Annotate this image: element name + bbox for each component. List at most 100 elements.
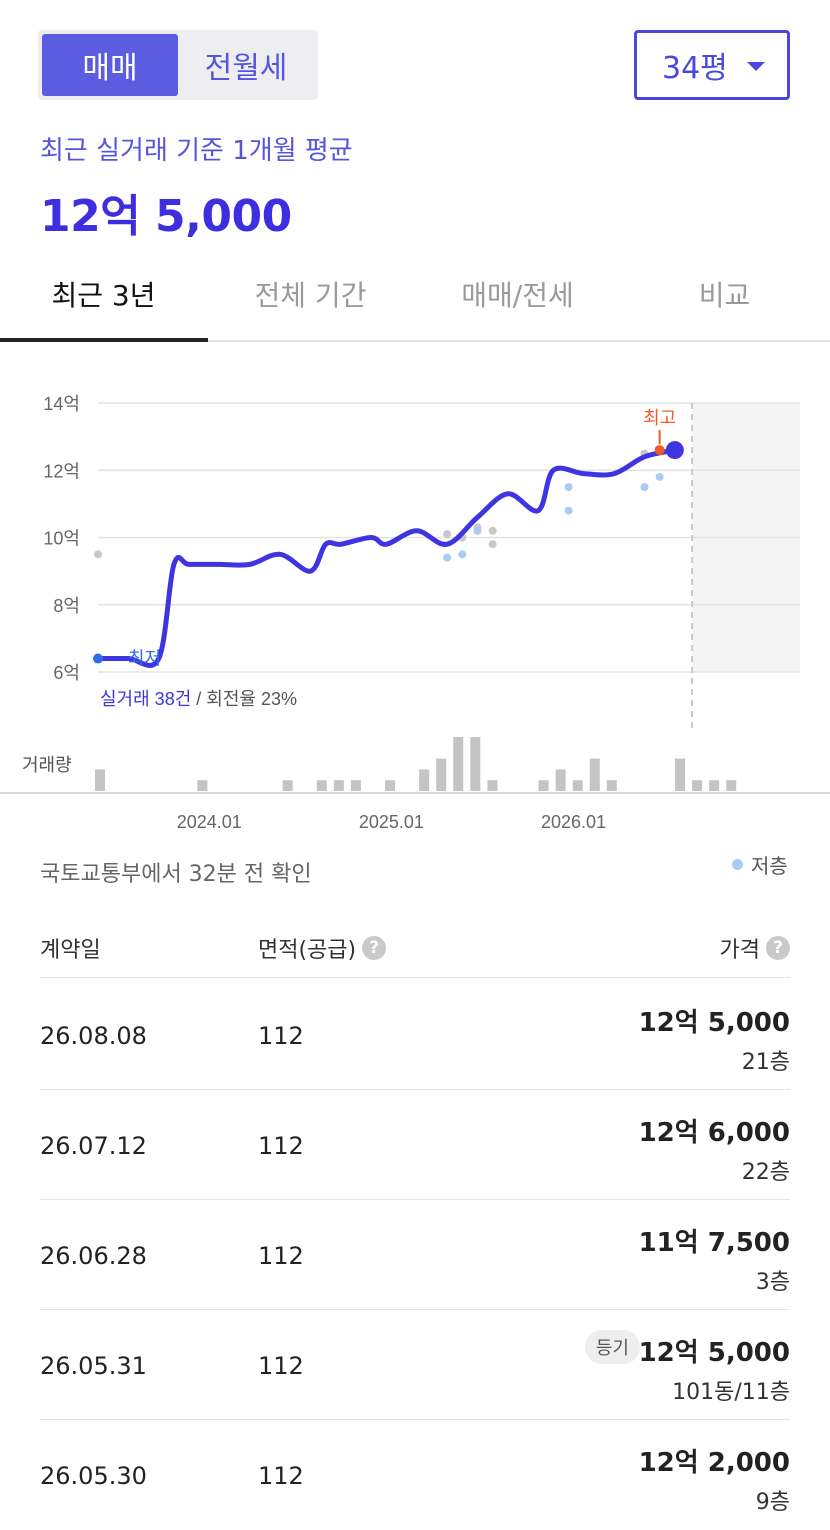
scatter-point-low-floor: [443, 553, 452, 562]
chart-divider: [0, 792, 830, 794]
average-price-label: 최근 실거래 기준 1개월 평균: [40, 136, 353, 166]
area-size-value: 34평: [662, 51, 728, 86]
max-label: 최고: [643, 408, 676, 428]
scatter-point-low-floor: [640, 483, 649, 492]
volume-bar: [436, 758, 447, 791]
deal-type-toggle: 매매 전월세: [38, 30, 318, 100]
table-row[interactable]: 26.05.30 112 12억 2,000 9층: [40, 1420, 790, 1530]
legend-low-floor-label: 저층: [751, 854, 788, 878]
area-value: 112: [258, 1022, 304, 1050]
price-trend-line: [95, 447, 678, 668]
volume-label: 거래량: [22, 755, 72, 775]
volume-bar: [316, 780, 327, 791]
volume-bar: [572, 780, 583, 791]
floor-value: 101동/11층: [672, 1380, 790, 1405]
min-label: 최저: [128, 649, 161, 669]
turnover-rate: / 회전율 23%: [196, 689, 297, 709]
x-tick-label: 2026.01: [541, 812, 606, 830]
contract-date: 26.07.12: [40, 1132, 147, 1160]
y-tick-label: 10억: [43, 529, 80, 549]
volume-bar: [709, 780, 720, 791]
area-size-select[interactable]: 34평: [634, 30, 790, 100]
contract-date: 26.05.31: [40, 1352, 147, 1380]
table-row[interactable]: 26.07.12 112 12억 6,000 22층: [40, 1090, 790, 1200]
table-row[interactable]: 26.06.28 112 11억 7,500 3층: [40, 1200, 790, 1310]
area-value: 112: [258, 1352, 304, 1380]
price-value: 12억 5,000: [638, 1008, 790, 1038]
min-point: [93, 653, 103, 664]
price-value: 12억 6,000: [638, 1118, 790, 1148]
contract-date: 26.06.28: [40, 1242, 147, 1270]
latest-point: [665, 441, 684, 460]
x-tick-label: 2024.01: [177, 812, 242, 830]
header-area-label: 면적(공급): [258, 938, 357, 963]
caret-down-icon: [747, 62, 765, 71]
scatter-point: [443, 530, 452, 539]
data-source-text: 국토교통부에서 32분 전 확인: [40, 862, 312, 887]
area-value: 112: [258, 1462, 304, 1490]
tab-compare[interactable]: 비교: [698, 279, 751, 312]
volume-bar: [385, 780, 396, 791]
floor-value: 9층: [755, 1490, 790, 1515]
contract-date: 26.08.08: [40, 1022, 147, 1050]
tab-all-periods[interactable]: 전체 기간: [254, 279, 367, 312]
legend-low-floor: 저층: [732, 850, 788, 879]
header-price: 가격?: [720, 932, 790, 964]
price-value: 12억 2,000: [638, 1448, 790, 1478]
header-contract-date-label: 계약일: [40, 938, 101, 963]
deal-type-sale-button[interactable]: 매매: [42, 34, 178, 96]
tab-sale-vs-jeonse[interactable]: 매매/전세: [461, 279, 574, 312]
deal-type-rent-button[interactable]: 전월세: [204, 51, 288, 86]
volume-bar: [333, 780, 344, 791]
deal-count: 실거래 38건: [100, 689, 196, 709]
volume-bar: [538, 780, 549, 791]
tab-recent-3-years[interactable]: 최근 3년: [51, 279, 156, 312]
volume-bar: [197, 780, 208, 791]
scatter-point: [94, 550, 102, 559]
area-value: 112: [258, 1132, 304, 1160]
floor-value: 3층: [755, 1270, 790, 1295]
low-floor-dot-icon: [732, 859, 743, 870]
y-tick-label: 6억: [53, 663, 80, 683]
volume-bar: [555, 769, 566, 791]
table-row[interactable]: 26.08.08 112 12억 5,000 21층: [40, 980, 790, 1090]
volume-bar: [282, 780, 293, 791]
table-row[interactable]: 26.05.31 112 등기 12억 5,000 101동/11층: [40, 1310, 790, 1420]
y-tick-label: 14억: [43, 394, 80, 414]
volume-bar: [589, 758, 600, 791]
scatter-point-low-floor: [564, 483, 573, 492]
scatter-point-low-floor: [458, 550, 467, 559]
volume-bar: [95, 769, 105, 791]
price-value: 11억 7,500: [638, 1228, 790, 1258]
header-area: 면적(공급)?: [258, 932, 387, 964]
scatter-point-low-floor: [473, 526, 482, 535]
period-tabs: 최근 3년 전체 기간 매매/전세 비교: [0, 250, 830, 342]
scatter-point: [488, 540, 497, 549]
volume-bar: [350, 780, 361, 791]
header-contract-date: 계약일: [40, 932, 101, 964]
header-price-label: 가격: [719, 938, 760, 963]
volume-bar: [453, 737, 464, 791]
scatter-point: [488, 526, 497, 535]
help-icon[interactable]: ?: [362, 936, 387, 960]
floor-value: 21층: [741, 1050, 790, 1075]
max-point: [654, 445, 665, 456]
scatter-point-low-floor: [655, 472, 664, 481]
scatter-point-low-floor: [564, 506, 573, 515]
volume-bar: [692, 780, 703, 791]
volume-bar: [606, 780, 617, 791]
registered-badge: 등기: [584, 1330, 640, 1364]
active-tab-indicator: [0, 338, 208, 342]
y-tick-label: 8억: [53, 596, 80, 616]
help-icon[interactable]: ?: [766, 936, 790, 960]
volume-bar: [470, 737, 481, 791]
average-price-value: 12억 5,000: [40, 191, 292, 242]
deal-stats: 실거래 38건 / 회전율 23%: [100, 689, 297, 709]
price-value: 12억 5,000: [638, 1338, 790, 1368]
volume-bar: [675, 758, 686, 791]
area-value: 112: [258, 1242, 304, 1270]
volume-bar: [487, 780, 498, 791]
x-tick-label: 2025.01: [359, 812, 424, 830]
volume-bar: [726, 780, 737, 791]
